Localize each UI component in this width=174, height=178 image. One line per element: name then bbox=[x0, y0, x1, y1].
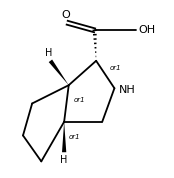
Polygon shape bbox=[49, 59, 69, 85]
Text: OH: OH bbox=[138, 25, 155, 35]
Text: or1: or1 bbox=[110, 66, 121, 71]
Text: H: H bbox=[45, 48, 53, 58]
Text: or1: or1 bbox=[73, 97, 85, 103]
Polygon shape bbox=[62, 122, 66, 152]
Text: or1: or1 bbox=[69, 134, 80, 140]
Text: O: O bbox=[61, 10, 70, 20]
Text: H: H bbox=[60, 155, 68, 165]
Text: NH: NH bbox=[119, 85, 136, 95]
